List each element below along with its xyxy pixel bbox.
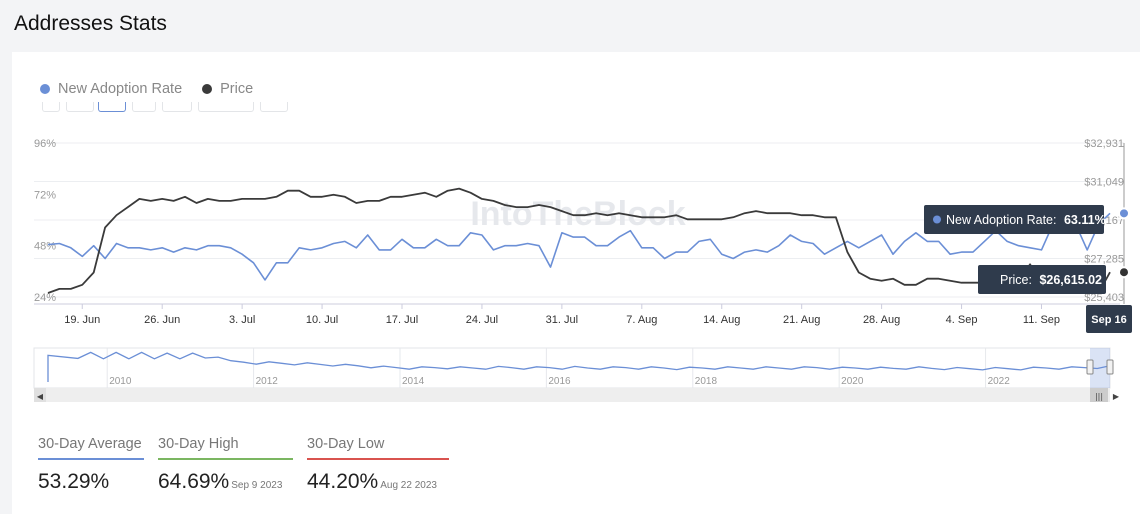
navigator-year-label: 2022	[988, 376, 1011, 387]
range-button[interactable]	[42, 102, 60, 112]
scroll-right-icon: ▶	[1113, 392, 1120, 401]
page-title: Addresses Stats	[14, 12, 167, 35]
svg-text:Price: $26,615.02: Price: $26,615.02	[1000, 273, 1102, 287]
tooltip-price-value: $26,615.02	[1039, 273, 1102, 287]
grid-lines	[34, 142, 1124, 298]
stat-date: Sep 9 2023	[231, 480, 283, 491]
range-button-active[interactable]	[98, 102, 126, 112]
x-tick-label: 19. Jun	[64, 314, 100, 326]
x-tick-label: 28. Aug	[863, 314, 900, 326]
stat-value-number: 53.29%	[38, 470, 110, 493]
x-tick-label: 3. Jul	[229, 314, 255, 326]
legend-dot-adoption	[40, 84, 50, 94]
stat-label: 30-Day Average	[38, 436, 144, 460]
legend-item-adoption[interactable]: New Adoption Rate	[40, 81, 182, 97]
hover-point-adoption	[1118, 207, 1130, 220]
scroll-thumb[interactable]	[1090, 388, 1108, 402]
y-right-tick-label: $31,049	[1084, 177, 1124, 189]
y-left-tick-label: 72%	[34, 189, 56, 201]
navigator-window[interactable]	[1090, 348, 1110, 388]
navigator-year-label: 2014	[402, 376, 425, 387]
chart-card	[12, 52, 1140, 514]
stat-label: 30-Day High	[158, 436, 293, 460]
navigator-years: 2010 2012 2014 2016 2018 2020 2022	[109, 376, 1010, 387]
y-right-tick-label: $25,403	[1084, 292, 1124, 304]
stat-value: 53.29%	[38, 470, 144, 494]
scroll-left-button[interactable]	[34, 388, 46, 402]
legend-label-price: Price	[220, 81, 254, 97]
stat-label: 30-Day Low	[307, 436, 449, 460]
navigator[interactable]: 2010 2012 2014 2016 2018 2020 2022	[33, 347, 1114, 389]
navigator-year-label: 2016	[548, 376, 571, 387]
range-button[interactable]	[260, 102, 288, 112]
y-axis-left: 24% 48% 72% 96%	[34, 138, 56, 304]
hover-point-price	[1118, 266, 1130, 279]
stats-row: 30-Day Average 53.29% 30-Day High 64.69%…	[38, 436, 449, 494]
stat-value: 64.69% Sep 9 2023	[158, 470, 293, 494]
range-button[interactable]	[198, 102, 254, 112]
range-button[interactable]	[132, 102, 156, 112]
y-right-tick-label: $32,931	[1084, 138, 1124, 150]
x-tick-label: 11. Sep	[1023, 314, 1060, 326]
watermark: IntoTheBlock	[470, 195, 685, 233]
navigator-year-label: 2020	[841, 376, 864, 387]
legend-item-price[interactable]: Price	[202, 81, 253, 97]
navigator-year-label: 2010	[109, 376, 132, 387]
tooltip-date-label: Sep 16	[1091, 314, 1126, 326]
tooltip-adoption: New Adoption Rate: 63.11%	[924, 205, 1106, 234]
tooltip-adoption-label: New Adoption Rate:	[946, 213, 1057, 227]
navigator-line	[47, 351, 1111, 382]
navigator-handle-right[interactable]	[1106, 359, 1114, 375]
navigator-scrollbar[interactable]: ◀ ||| ▶	[34, 388, 1120, 402]
x-tick-label: 24. Jul	[466, 314, 498, 326]
tooltip-date: Sep 16	[1086, 305, 1132, 333]
stat-date: Aug 22 2023	[380, 480, 437, 491]
x-tick-label: 31. Jul	[546, 314, 578, 326]
chart-legend: New Adoption Rate Price	[40, 81, 253, 97]
svg-text:New Adoption Rate: 63.11: New Adoption Rate: 63.11%	[946, 213, 1106, 227]
navigator-handle-left[interactable]	[1086, 359, 1094, 375]
navigator-year-label: 2012	[256, 376, 279, 387]
y-left-tick-label: 96%	[34, 138, 56, 150]
x-tick-label: 4. Sep	[946, 314, 978, 326]
x-tick-label: 7. Aug	[626, 314, 657, 326]
x-tick-label: 21. Aug	[783, 314, 820, 326]
stat-value: 44.20% Aug 22 2023	[307, 470, 449, 494]
y-left-tick-label: 24%	[34, 292, 56, 304]
x-axis: 19. Jun 26. Jun 3. Jul 10. Jul 17. Jul 24. Ju…	[34, 303, 1120, 326]
scroll-grip-icon: |||	[1095, 392, 1103, 401]
scroll-left-icon: ◀	[37, 392, 44, 401]
stat-value-number: 44.20%	[307, 470, 379, 493]
tooltip-price: Price: $26,615.02	[978, 265, 1106, 294]
series-line-adoption	[47, 212, 1111, 281]
x-tick-label: 26. Jun	[144, 314, 180, 326]
tooltip-adoption-value: 63.11%	[1064, 213, 1106, 227]
x-tick-label: 17. Jul	[386, 314, 418, 326]
range-button[interactable]	[162, 102, 192, 112]
x-tick-label: 14. Aug	[703, 314, 740, 326]
navigator-year-label: 2018	[695, 376, 718, 387]
stat-30-day-low: 30-Day Low 44.20% Aug 22 2023	[307, 436, 449, 494]
stat-value-number: 64.69%	[158, 470, 230, 493]
series-line-price	[47, 187, 1111, 294]
stat-30-day-high: 30-Day High 64.69% Sep 9 2023	[158, 436, 293, 494]
stat-30-day-average: 30-Day Average 53.29%	[38, 436, 144, 494]
legend-label-adoption: New Adoption Rate	[58, 81, 183, 97]
legend-dot-price	[202, 84, 213, 94]
y-right-tick-label: $27,285	[1084, 254, 1124, 266]
range-button[interactable]	[66, 102, 94, 112]
y-left-tick-label: 48%	[34, 241, 56, 253]
tooltip-price-label: Price:	[1000, 273, 1032, 287]
x-tick-label: 10. Jul	[306, 314, 338, 326]
